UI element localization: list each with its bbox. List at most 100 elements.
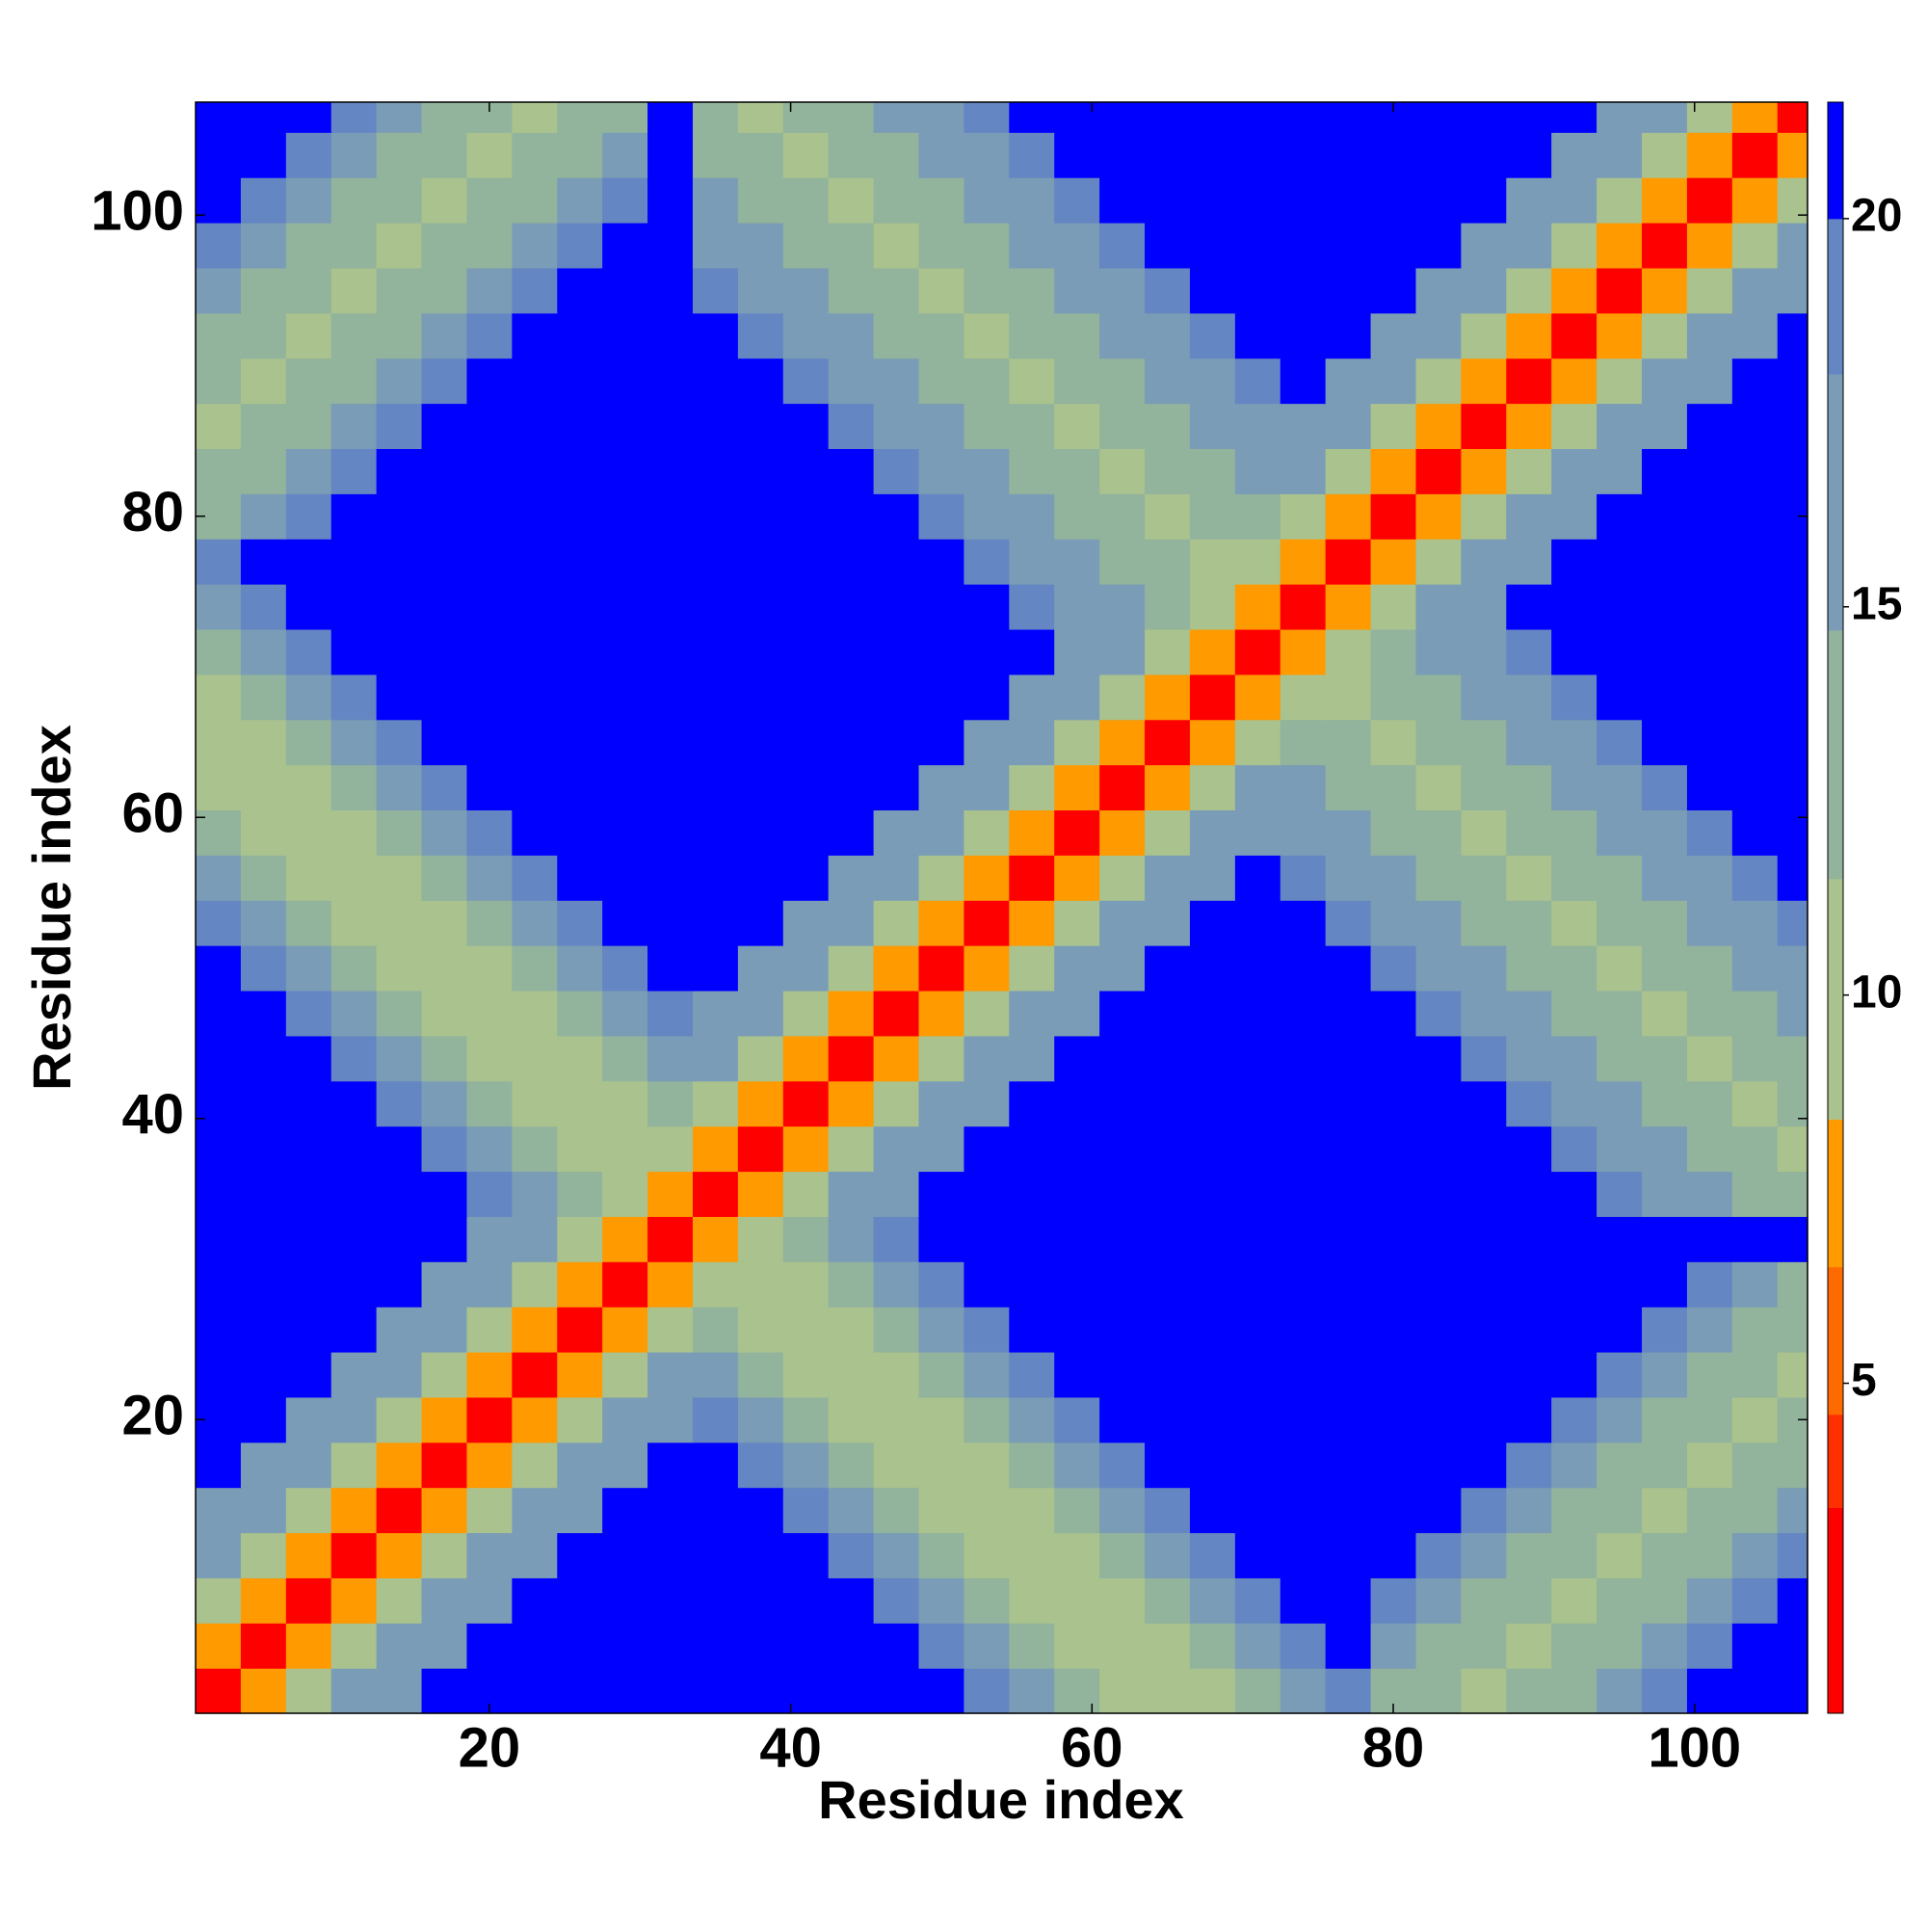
- heatmap-cell: [1099, 809, 1146, 856]
- heatmap-cell: [1234, 448, 1281, 494]
- heatmap-cell: [557, 809, 603, 856]
- heatmap-cell: [782, 357, 830, 405]
- heatmap-cell: [692, 448, 739, 494]
- heatmap-cell: [1370, 1035, 1417, 1082]
- heatmap-cell: [557, 539, 603, 585]
- heatmap-cell: [602, 1577, 648, 1624]
- heatmap-cell: [1461, 1035, 1507, 1082]
- heatmap-cell: [1370, 1261, 1417, 1308]
- heatmap-cell: [512, 267, 558, 314]
- heatmap-cell: [1731, 1442, 1779, 1489]
- heatmap-cell: [1325, 1487, 1372, 1534]
- heatmap-cell: [1189, 132, 1236, 178]
- heatmap-cell: [1189, 312, 1236, 359]
- heatmap-cell: [1642, 1307, 1688, 1353]
- heatmap-cell: [1642, 539, 1688, 585]
- heatmap-cell: [873, 764, 920, 811]
- heatmap-cell: [918, 493, 965, 540]
- heatmap-cell: [1642, 1577, 1688, 1624]
- heatmap-cell: [1777, 1261, 1808, 1308]
- heatmap-cell: [1099, 357, 1146, 405]
- heatmap-cell: [737, 539, 784, 585]
- heatmap-cell: [602, 628, 648, 675]
- colorbar-segment: [1828, 1507, 1843, 1714]
- heatmap-cell: [376, 312, 423, 359]
- heatmap-cell: [737, 403, 784, 450]
- heatmap-cell: [330, 1125, 378, 1173]
- heatmap-cell: [828, 1171, 875, 1217]
- heatmap-cell: [196, 628, 242, 675]
- heatmap-cell: [1642, 223, 1688, 269]
- heatmap-cell: [873, 177, 920, 224]
- heatmap-cell: [1280, 1442, 1327, 1489]
- heatmap-cell: [421, 1577, 468, 1624]
- heatmap-cell: [512, 1396, 558, 1443]
- heatmap-cell: [1597, 628, 1643, 675]
- heatmap-cell: [285, 584, 332, 630]
- heatmap-cell: [1415, 1623, 1462, 1669]
- heatmap-cell: [1597, 1487, 1643, 1534]
- heatmap-cell: [1597, 674, 1643, 721]
- heatmap-cell: [782, 1487, 830, 1534]
- heatmap-cell: [828, 1532, 875, 1578]
- heatmap-cell: [466, 223, 513, 269]
- heatmap-cell: [330, 102, 378, 133]
- heatmap-cell: [828, 1623, 875, 1669]
- heatmap-cell: [602, 900, 648, 946]
- heatmap-cell: [1009, 855, 1055, 901]
- heatmap-cell: [1551, 809, 1597, 856]
- heatmap-cell: [1189, 223, 1236, 269]
- x-tick-label: 100: [1648, 1716, 1741, 1779]
- heatmap-cell: [828, 628, 875, 675]
- heatmap-cell: [873, 539, 920, 585]
- heatmap-cell: [782, 448, 830, 494]
- heatmap-cell: [1370, 493, 1417, 540]
- heatmap-cell: [466, 990, 513, 1037]
- heatmap-cell: [1597, 855, 1643, 901]
- heatmap-cell: [1099, 1035, 1146, 1082]
- heatmap-cell: [1642, 1623, 1688, 1669]
- heatmap-cell: [285, 628, 332, 675]
- heatmap-cell: [1551, 223, 1597, 269]
- heatmap-cell: [240, 719, 287, 766]
- heatmap-cell: [1054, 900, 1100, 946]
- heatmap-cell: [1777, 1125, 1808, 1173]
- heatmap-cell: [1009, 1261, 1055, 1308]
- heatmap-cell: [1054, 855, 1100, 901]
- heatmap-cell: [828, 493, 875, 540]
- heatmap-cell: [240, 1396, 287, 1443]
- heatmap-cell: [1415, 493, 1462, 540]
- heatmap-cell: [466, 628, 513, 675]
- heatmap-cell: [1280, 1577, 1327, 1624]
- heatmap-cell: [1280, 900, 1327, 946]
- heatmap-cell: [964, 1216, 1010, 1262]
- heatmap-cell: [737, 357, 784, 405]
- heatmap-cell: [1731, 719, 1779, 766]
- heatmap-cell: [1777, 1307, 1808, 1353]
- heatmap-cell: [1009, 448, 1055, 494]
- heatmap-cell: [466, 764, 513, 811]
- heatmap-cell: [1370, 1216, 1417, 1262]
- heatmap-cell: [1145, 990, 1191, 1037]
- plot-frame: [195, 101, 1808, 1714]
- heatmap-cell: [692, 403, 739, 450]
- heatmap-cell: [782, 855, 830, 901]
- heatmap-cell: [240, 1035, 287, 1082]
- heatmap-cell: [1234, 1080, 1281, 1127]
- heatmap-cell: [285, 1487, 332, 1534]
- heatmap-cell: [240, 674, 287, 721]
- heatmap-cell: [557, 1216, 603, 1262]
- heatmap-cell: [1506, 448, 1552, 494]
- heatmap-cell: [1686, 1035, 1733, 1082]
- heatmap-cell: [1325, 1125, 1372, 1173]
- heatmap-cell: [1370, 628, 1417, 675]
- heatmap-cell: [1325, 1216, 1372, 1262]
- heatmap-cell: [647, 1442, 694, 1489]
- heatmap-cell: [1325, 357, 1372, 405]
- heatmap-cell: [873, 1396, 920, 1443]
- heatmap-cell: [1597, 1035, 1643, 1082]
- heatmap-cell: [330, 1668, 378, 1714]
- heatmap-cell: [421, 1396, 468, 1443]
- heatmap-cell: [873, 809, 920, 856]
- heatmap-cell: [737, 1035, 784, 1082]
